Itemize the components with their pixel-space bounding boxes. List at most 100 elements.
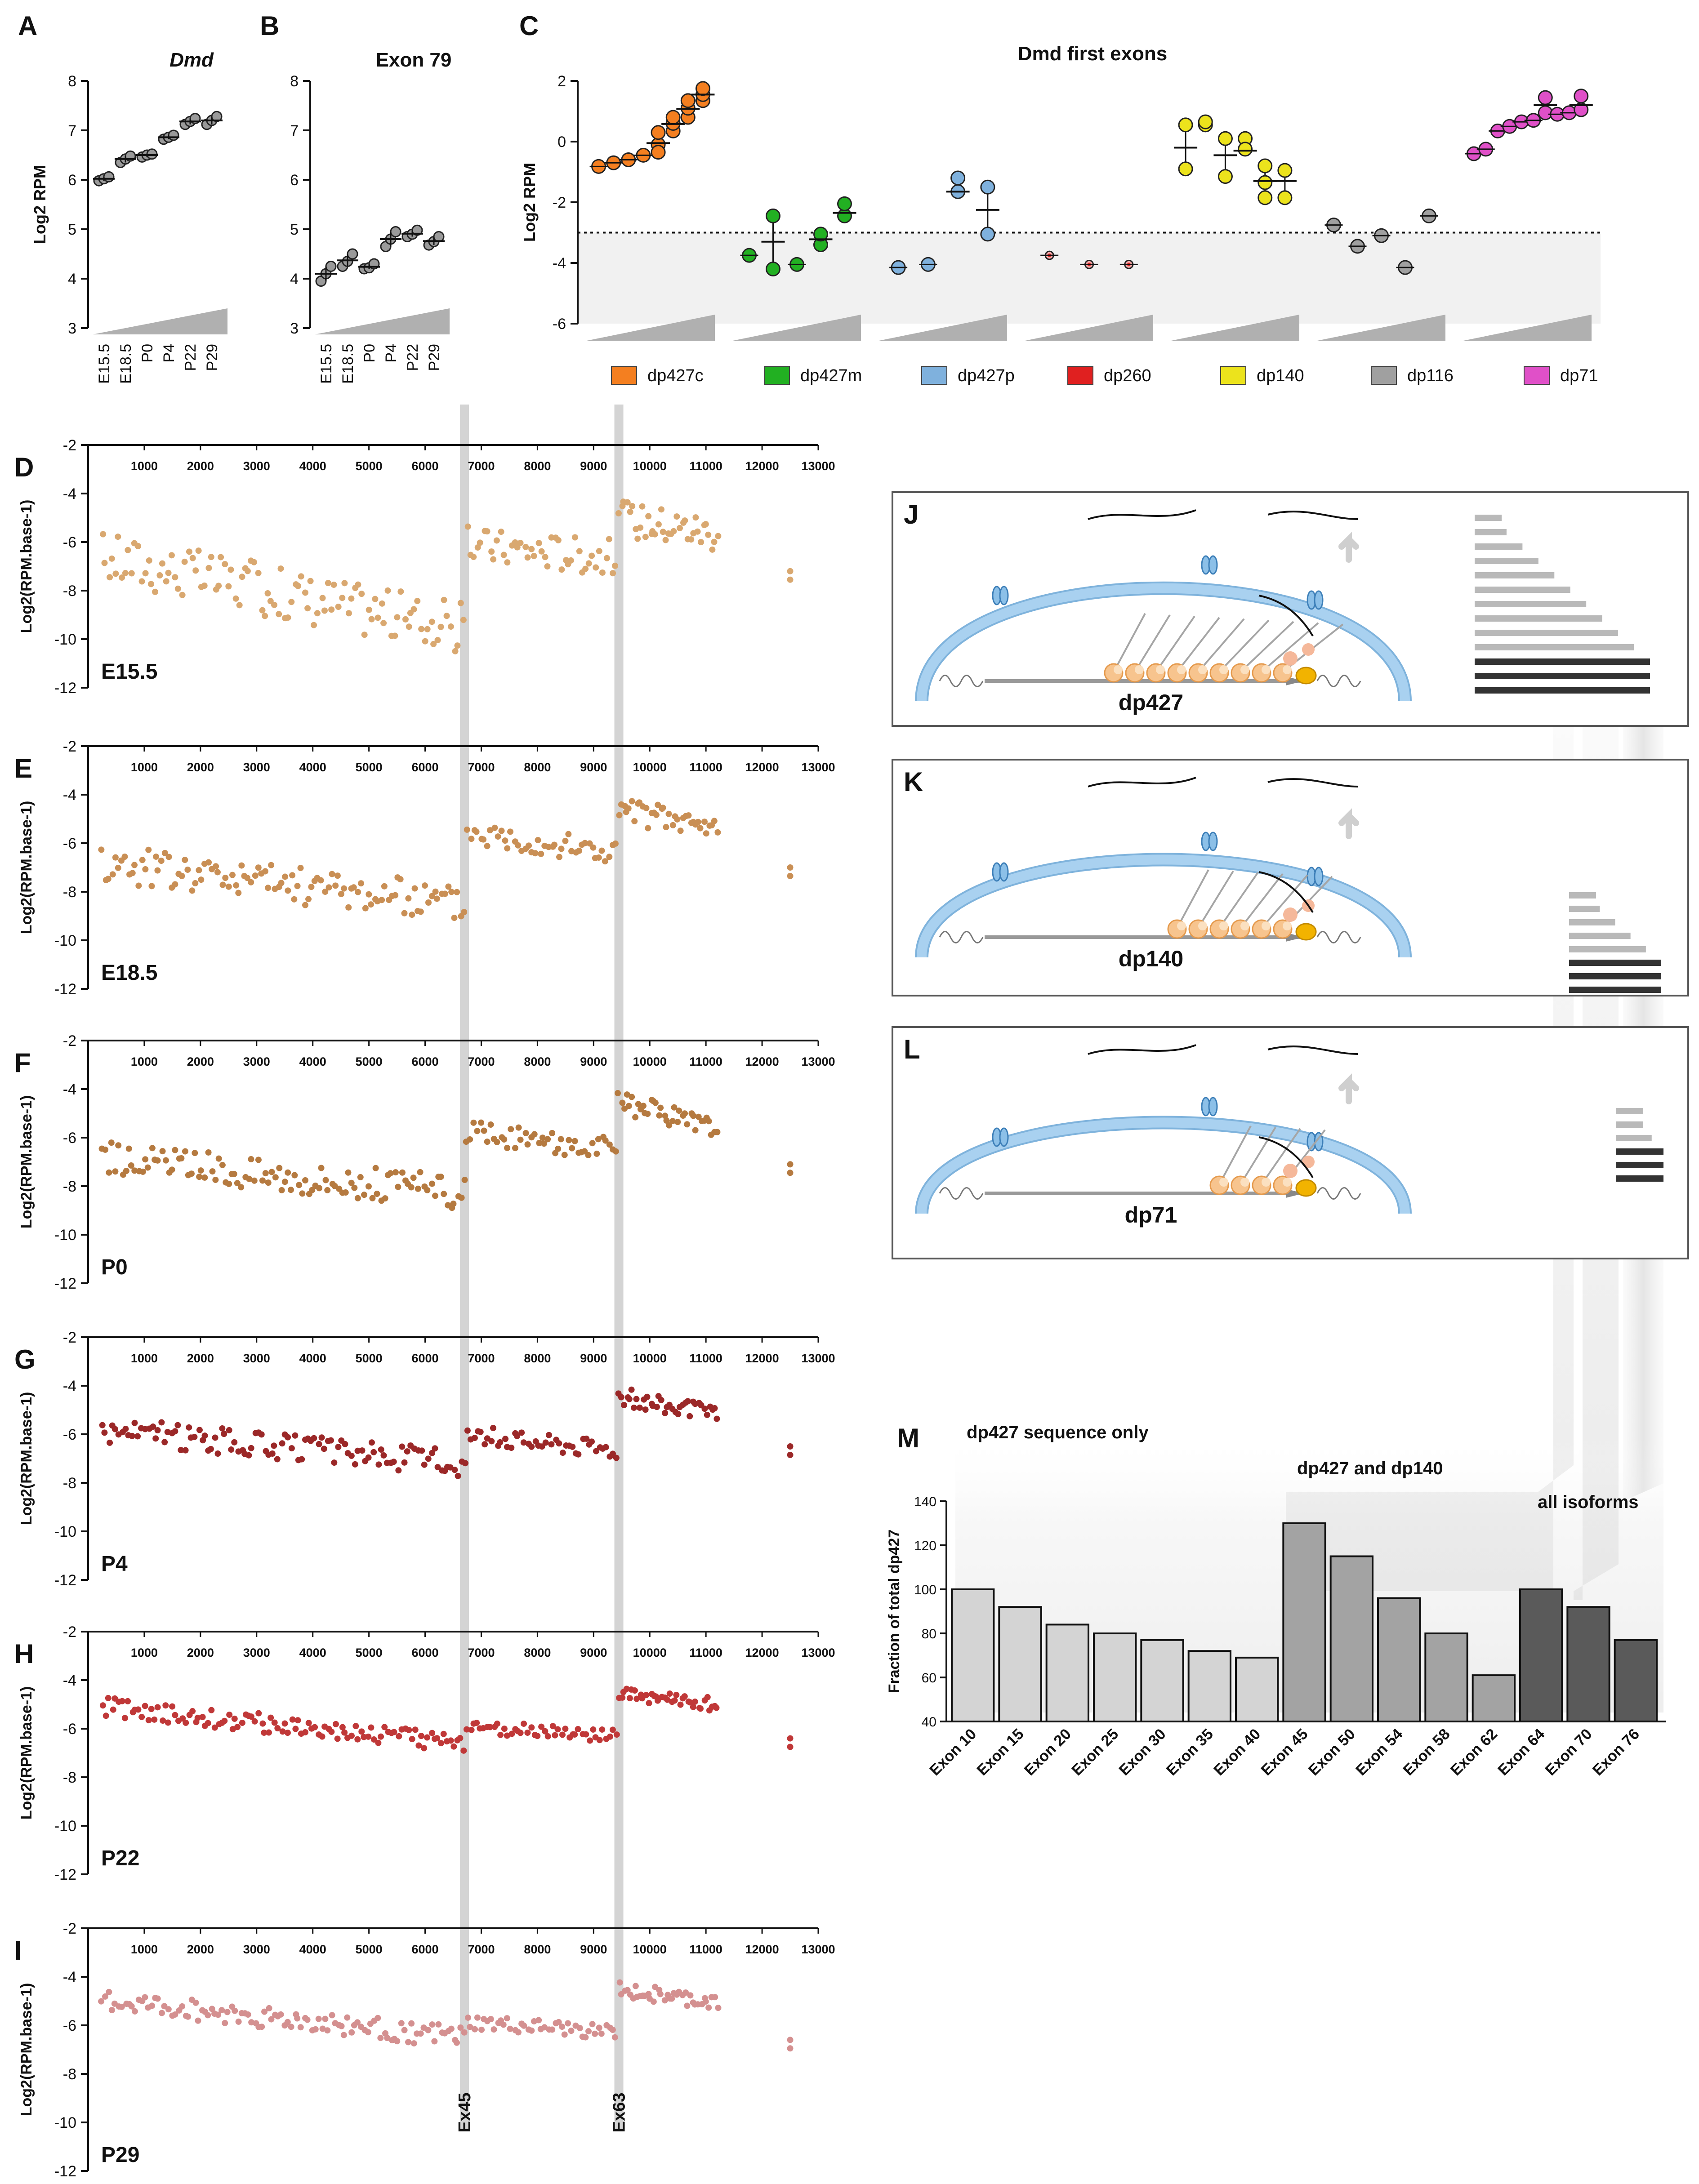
coverage-point-E [504, 845, 511, 852]
y-axis-label-A: Log2 RPM [31, 165, 49, 244]
coverage-point-I [657, 1991, 664, 1997]
x-tick-label-H: 12000 [745, 1646, 779, 1659]
y-tick-label-H: -6 [63, 1721, 76, 1738]
coverage-point-I [312, 2026, 319, 2033]
coverage-point-F [682, 1110, 688, 1117]
coverage-point-I [165, 2006, 172, 2013]
mrna-cytoplasm-K [1267, 778, 1358, 787]
coverage-point-E [480, 836, 487, 843]
coverage-point-F [424, 1187, 431, 1193]
read-bar-light-K [1569, 933, 1631, 939]
coverage-point-F [705, 1118, 712, 1125]
coverage-point-E [379, 897, 385, 903]
coverage-point-E [495, 833, 501, 840]
coverage-point-H [154, 1704, 161, 1711]
coverage-point-H [328, 1728, 335, 1735]
coverage-point-E [433, 895, 440, 902]
coverage-point-E [590, 844, 597, 851]
coverage-point-F [557, 1136, 564, 1143]
coverage-point-E [586, 840, 593, 847]
coverage-point-H [596, 1737, 603, 1744]
coverage-point-D [535, 540, 542, 547]
read-bar-dark-L [1616, 1162, 1663, 1168]
y-tick-label-G: -8 [63, 1475, 76, 1492]
x-tick-label-D: 1000 [131, 459, 158, 473]
coverage-point-I [565, 2020, 571, 2027]
nascent-rna-J [1113, 613, 1146, 672]
isoform-label-K: dp140 [1119, 946, 1184, 971]
coverage-point-G [231, 1439, 238, 1446]
coverage-point-I [215, 2011, 222, 2018]
coverage-point-E [297, 865, 304, 872]
coverage-point-G [701, 1406, 708, 1412]
coverage-point-H [251, 1718, 258, 1725]
coverage-point-I [277, 2011, 284, 2018]
coverage-point-E [448, 889, 455, 895]
nuclear-membrane-inner-K [917, 854, 1410, 958]
read-bar-light-K [1569, 946, 1646, 952]
coverage-point-G [186, 1424, 192, 1431]
below-threshold-area [578, 232, 1601, 324]
coverage-point-H [538, 1723, 545, 1730]
y-tick-label-E: -6 [63, 835, 76, 852]
coverage-point-I [454, 2039, 460, 2046]
x-tick-label-F: 1000 [131, 1055, 158, 1068]
coverage-point-G [713, 1415, 720, 1422]
coverage-point-E [491, 824, 498, 831]
y-tick-label-H: -8 [63, 1769, 76, 1786]
coverage-point-F [382, 1195, 388, 1202]
coverage-point-H [787, 1735, 794, 1742]
data-point-dp140 [1198, 114, 1213, 129]
x-tick-label-I: 9000 [580, 1943, 607, 1956]
coverage-point-F [684, 1121, 691, 1128]
legend-label-dp140: dp140 [1257, 366, 1304, 385]
coverage-point-F [201, 1174, 208, 1181]
x-tick-label-F: 10000 [633, 1055, 667, 1068]
coverage-point-I [192, 1999, 199, 2006]
coverage-point-D [380, 620, 387, 627]
coverage-point-D [189, 555, 196, 561]
data-point-dp71 [1574, 89, 1589, 104]
coverage-point-D [128, 570, 135, 577]
read-bar-light-K [1569, 919, 1615, 925]
coverage-point-I [209, 2006, 215, 2012]
coverage-point-H [341, 1729, 348, 1736]
coverage-point-H [437, 1740, 444, 1747]
coverage-point-D [375, 614, 381, 621]
coverage-point-E [278, 880, 285, 886]
x-tick-label-D: 7000 [468, 459, 495, 473]
coverage-point-H [643, 1692, 650, 1699]
coverage-point-I [304, 2016, 311, 2023]
coverage-point-G [288, 1445, 295, 1452]
coverage-point-D [107, 574, 113, 581]
coverage-point-D [250, 559, 257, 565]
coverage-point-G [684, 1398, 691, 1405]
coverage-point-E [381, 883, 388, 890]
coverage-point-I [131, 2008, 138, 2015]
coverage-point-I [288, 2024, 294, 2030]
export-arrow-L [1338, 1073, 1359, 1104]
coverage-point-F [172, 1147, 178, 1153]
y-tick-label-H: -2 [63, 1624, 76, 1641]
coverage-point-E [598, 847, 605, 854]
coverage-point-H [681, 1693, 688, 1700]
coverage-point-D [498, 529, 504, 535]
x-tick-label-M: Exon 40 [1210, 1726, 1264, 1779]
chromatin-left-K [939, 931, 984, 943]
coverage-point-D [593, 564, 599, 571]
coverage-point-E [441, 890, 448, 897]
coverage-point-F [671, 1104, 678, 1111]
coverage-point-D [271, 601, 278, 608]
coverage-point-G [174, 1422, 181, 1428]
coverage-point-F [365, 1183, 372, 1190]
bar-exon-64 [1519, 1588, 1563, 1722]
group-label-2: all isoforms [1538, 1492, 1639, 1512]
coverage-point-I [118, 2003, 125, 2010]
coverage-point-H [194, 1714, 201, 1721]
y-tick-label-A: 8 [68, 73, 76, 90]
coverage-point-G [455, 1472, 461, 1479]
coverage-point-E [182, 857, 188, 863]
coverage-point-F [501, 1136, 508, 1143]
coverage-point-H [787, 1744, 794, 1750]
coverage-point-F [571, 1138, 578, 1144]
